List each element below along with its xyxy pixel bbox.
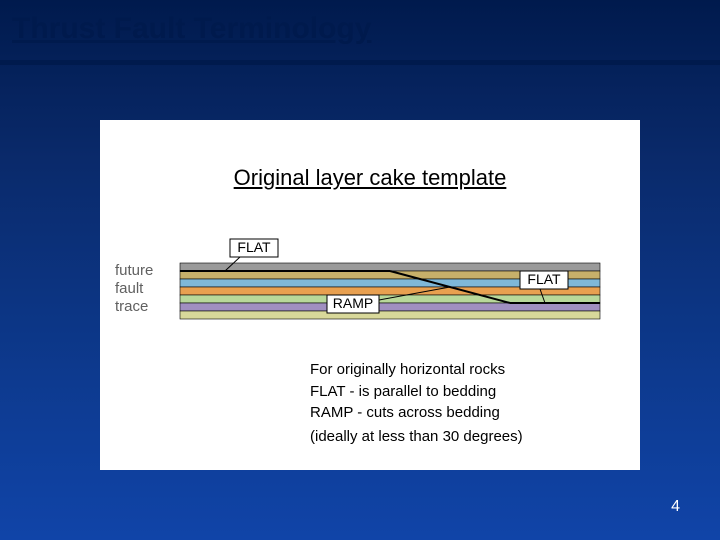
- slide-title: Thrust Fault Terminology: [12, 12, 371, 46]
- svg-text:FLAT: FLAT: [527, 271, 561, 287]
- svg-text:fault: fault: [115, 280, 144, 297]
- content-panel: Original layer cake template futurefault…: [100, 120, 640, 470]
- svg-text:FLAT: FLAT: [237, 239, 271, 255]
- explain-line-1: For originally horizontal rocks: [310, 360, 630, 380]
- explain-line-2: FLAT - is parallel to bedding: [310, 382, 630, 402]
- svg-text:trace: trace: [115, 298, 148, 315]
- title-underline-rule: [0, 60, 720, 65]
- explanation-block: For originally horizontal rocks FLAT - i…: [310, 360, 630, 448]
- explain-ideal: (ideally at less than 30 degrees): [310, 427, 630, 447]
- svg-text:future: future: [115, 262, 153, 279]
- explain-line-3: RAMP - cuts across bedding: [310, 403, 630, 423]
- layer-cake-diagram: futurefaulttrace FLAT RAMP FLAT: [100, 235, 640, 355]
- page-number: 4: [671, 498, 680, 516]
- svg-text:RAMP: RAMP: [333, 295, 373, 311]
- panel-title: Original layer cake template: [100, 165, 640, 191]
